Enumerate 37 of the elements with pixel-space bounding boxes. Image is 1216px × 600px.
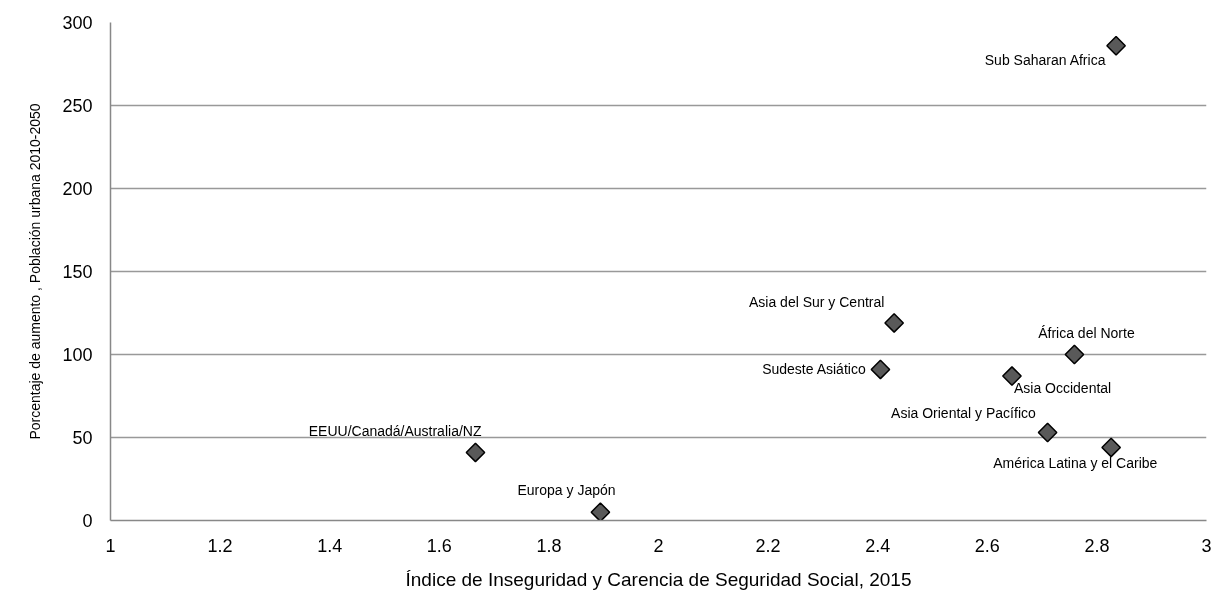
x-tick-label: 1 [105,535,116,556]
annotation: Asia del Sur y Central [748,293,885,310]
point [465,442,486,463]
annotation: Asia Occidental [1013,380,1112,397]
annotation: Asia Oriental y Pacífico [891,404,1037,421]
x-tick-label: 3 [1201,535,1212,556]
point [870,359,891,380]
y-tick-label: 150 [62,262,93,282]
y-axis-title: Porcentaje de aumento , Población urbana 2010-2050 [27,103,44,440]
y-tick-label: 0 [82,511,93,531]
x-tick-label: 2.2 [755,535,781,556]
y-tick-label: 100 [62,345,93,365]
point [590,502,611,521]
annotation: Sudeste Asiático [762,361,866,378]
y-tick-label: 200 [62,179,93,199]
annotation: Europa y Japón [517,482,616,499]
x-tick-label: 2 [653,535,664,556]
point [1064,344,1085,365]
point [1101,437,1122,458]
y-tick-label: 300 [62,13,93,33]
annotation: Sub Saharan Africa [984,51,1106,68]
annotation: EEUU/Canadá/Australia/NZ [308,423,482,440]
x-tick-label: 1.2 [207,535,233,556]
x-tick-label: 2.4 [865,535,891,556]
point [884,313,905,333]
x-tick-label: 1.8 [536,535,562,556]
x-tick-label: 1.4 [317,535,343,556]
x-tick-label: 2.8 [1084,535,1110,556]
point [1037,422,1058,443]
y-tick-label: 50 [72,428,93,448]
annotation: África del Norte [1038,324,1135,341]
x-tick-label: 2.6 [974,535,1000,556]
annotation: América Latina y el Caribe [993,455,1158,472]
x-axis-title: Índice de Inseguridad y Carencia de Seguridad Social, 2015 [405,568,912,590]
x-tick-label: 1.6 [426,535,452,556]
point [1106,35,1127,56]
y-tick-label: 250 [62,96,93,116]
